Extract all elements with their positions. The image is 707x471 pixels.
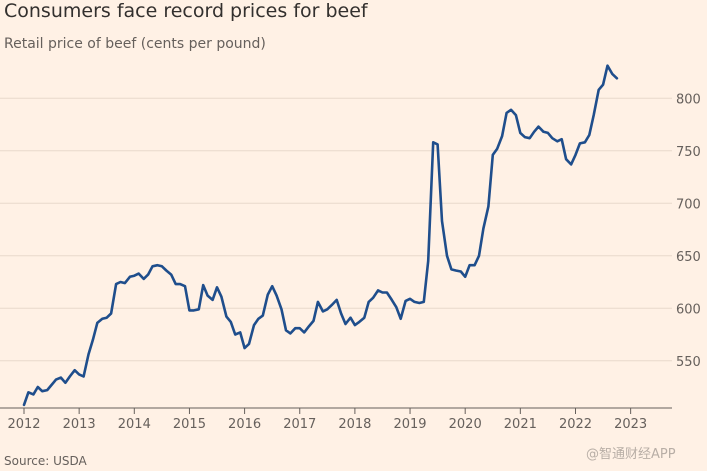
series-line-beef-price: [22, 64, 619, 407]
x-tick-label: 2015: [173, 417, 206, 432]
y-tick-label: 550: [676, 355, 701, 370]
y-tick-label: 650: [676, 250, 701, 265]
watermark: @智通财经APP: [586, 447, 676, 462]
source-note: Source: USDA: [4, 454, 87, 468]
x-tick-label: 2014: [118, 417, 151, 432]
y-tick-label: 800: [676, 92, 701, 107]
y-tick-label: 750: [676, 145, 701, 160]
gridlines: [0, 97, 672, 409]
x-tick-label: 2013: [63, 417, 96, 432]
x-tick-label: 2022: [559, 417, 592, 432]
x-tick-label: 2012: [7, 417, 40, 432]
y-axis: 550 600 650 700 750 800: [676, 92, 701, 370]
y-tick-label: 600: [676, 302, 701, 317]
x-tick-label: 2016: [228, 417, 261, 432]
chart-subtitle: Retail price of beef (cents per pound): [4, 36, 266, 52]
x-tick-label: 2018: [338, 417, 371, 432]
x-tick-label: 2017: [283, 417, 316, 432]
x-axis: 2012 2013 2014 2015 2016 2017 2018 2019 2020 2021…: [7, 408, 647, 432]
x-tick-label: 2019: [393, 417, 426, 432]
x-tick-label: 2020: [449, 417, 482, 432]
x-tick-label: 2023: [614, 417, 647, 432]
chart-title: Consumers face record prices for beef: [4, 0, 368, 22]
series: [22, 64, 619, 407]
y-tick-label: 700: [676, 197, 701, 212]
x-tick-label: 2021: [504, 417, 537, 432]
